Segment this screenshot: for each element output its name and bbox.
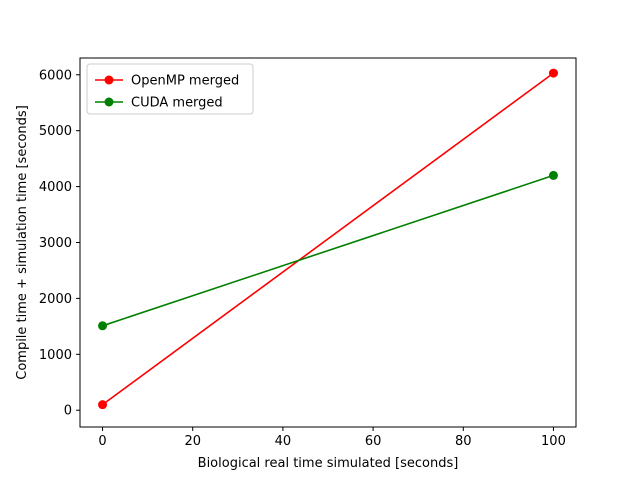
- legend-entry: CUDA merged: [131, 96, 223, 111]
- plot-area: [98, 68, 558, 410]
- legend-entry: OpenMP merged: [131, 74, 239, 89]
- series-line: [102, 72, 554, 406]
- legend-box: [86, 63, 254, 115]
- x-tick-label: 40: [275, 434, 292, 449]
- y-tick-label: 4000: [39, 180, 72, 195]
- x-tick-label: 100: [541, 434, 566, 449]
- y-axis-label: Compile time + simulation time [seconds]: [15, 105, 30, 380]
- y-tick-label: 6000: [39, 68, 72, 83]
- data-point: [548, 68, 558, 78]
- data-point: [98, 400, 108, 410]
- y-tick-label: 1000: [39, 348, 72, 363]
- y-tick-label: 2000: [39, 292, 72, 307]
- legend: OpenMP merged CUDA merged: [86, 63, 254, 115]
- legend-marker: [104, 75, 114, 85]
- x-tick-label: 20: [184, 434, 201, 449]
- y-tick-label: 5000: [39, 124, 72, 139]
- data-point: [98, 321, 108, 331]
- data-point: [548, 170, 558, 180]
- x-tick-label: 0: [98, 434, 106, 449]
- x-axis-label: Biological real time simulated [seconds]: [198, 456, 459, 471]
- x-tick-label: 80: [455, 434, 472, 449]
- x-tick-label: 60: [365, 434, 382, 449]
- y-tick-label: 3000: [39, 236, 72, 251]
- legend-marker: [104, 97, 114, 107]
- series-line: [102, 174, 554, 327]
- y-tick-label: 0: [64, 404, 72, 419]
